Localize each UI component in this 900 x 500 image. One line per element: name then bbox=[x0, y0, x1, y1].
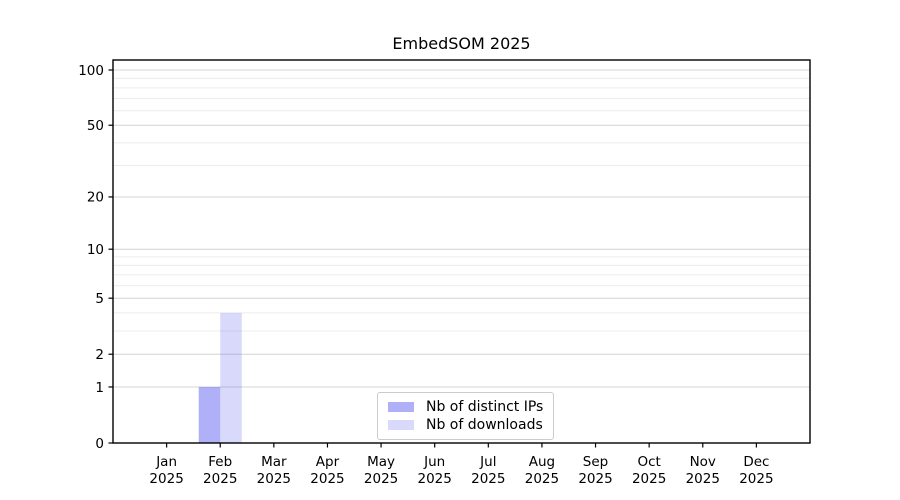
x-tick-label-month-nov: Nov bbox=[690, 454, 716, 470]
x-tick-label-month-apr: Apr bbox=[316, 454, 340, 470]
bar-nb-of-distinct-ips-feb bbox=[198, 386, 221, 443]
y-tick-label-20: 20 bbox=[87, 190, 104, 206]
legend-label-downloads: Nb of downloads bbox=[426, 417, 543, 433]
x-tick-label-year-feb: 2025 bbox=[203, 471, 237, 487]
x-tick-label-year-jul: 2025 bbox=[471, 471, 505, 487]
y-tick-label-50: 50 bbox=[87, 118, 104, 134]
plot-frame bbox=[112, 59, 811, 444]
x-tick-label-month-mar: Mar bbox=[261, 454, 287, 470]
x-tick-label-year-oct: 2025 bbox=[632, 471, 666, 487]
x-tick-label-month-dec: Dec bbox=[743, 454, 769, 470]
x-tick-label-year-mar: 2025 bbox=[257, 471, 291, 487]
x-tick-label-year-dec: 2025 bbox=[739, 471, 773, 487]
x-tick-label-year-nov: 2025 bbox=[686, 471, 720, 487]
x-tick-label-month-sep: Sep bbox=[583, 454, 608, 470]
legend-item-downloads: Nb of downloads bbox=[388, 416, 543, 434]
bar-nb-of-downloads-feb bbox=[220, 312, 242, 443]
x-tick-label-month-jan: Jan bbox=[155, 454, 177, 470]
y-tick-label-100: 100 bbox=[78, 63, 104, 79]
legend-label-distinct-ips: Nb of distinct IPs bbox=[426, 399, 544, 415]
y-tick-label-5: 5 bbox=[95, 291, 104, 307]
x-tick-label-year-jan: 2025 bbox=[149, 471, 183, 487]
x-tick-label-month-oct: Oct bbox=[637, 454, 660, 470]
x-tick-label-month-aug: Aug bbox=[529, 454, 555, 470]
x-tick-label-year-apr: 2025 bbox=[310, 471, 344, 487]
legend-item-distinct-ips: Nb of distinct IPs bbox=[388, 398, 543, 416]
x-tick-label-year-may: 2025 bbox=[364, 471, 398, 487]
y-tick-label-0: 0 bbox=[95, 436, 104, 452]
x-tick-label-year-jun: 2025 bbox=[418, 471, 452, 487]
legend-swatch-distinct-ips bbox=[388, 402, 414, 412]
y-tick-label-2: 2 bbox=[95, 347, 104, 363]
x-tick-label-month-may: May bbox=[367, 454, 395, 470]
y-tick-label-1: 1 bbox=[95, 380, 104, 396]
chart-title: EmbedSOM 2025 bbox=[392, 34, 531, 53]
x-tick-label-month-jul: Jul bbox=[479, 454, 496, 470]
legend-swatch-downloads bbox=[388, 420, 414, 430]
x-tick-label-month-feb: Feb bbox=[208, 454, 232, 470]
y-tick-label-10: 10 bbox=[87, 242, 104, 258]
x-tick-label-month-jun: Jun bbox=[423, 454, 445, 470]
x-tick-label-year-aug: 2025 bbox=[525, 471, 559, 487]
legend: Nb of distinct IPs Nb of downloads bbox=[377, 392, 555, 440]
x-tick-label-year-sep: 2025 bbox=[578, 471, 612, 487]
